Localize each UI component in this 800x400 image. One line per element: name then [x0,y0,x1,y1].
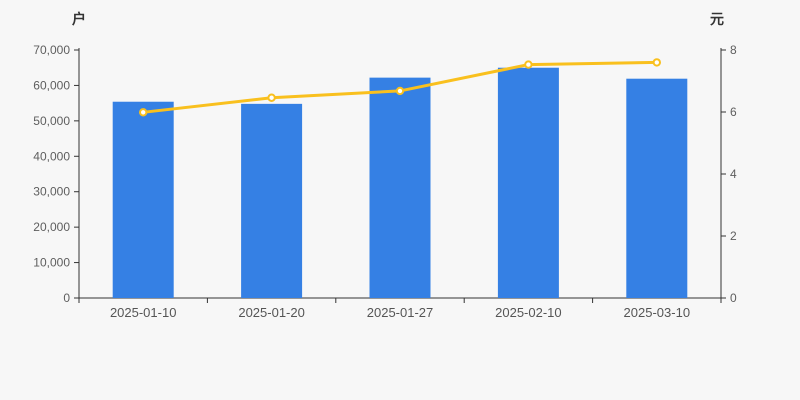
right-axis-tick-label: 6 [730,105,737,119]
bar-2025-01-27[interactable] [369,77,431,299]
right-axis-tick-label: 0 [730,291,737,305]
x-axis-category-label: 2025-03-10 [624,305,691,320]
line-point-2025-01-10[interactable] [139,108,148,117]
right-axis-tick-label: 2 [730,229,737,243]
left-axis-tick-label: 70,000 [33,43,70,57]
left-axis-tick-label: 0 [63,291,70,305]
bar-2025-01-10[interactable] [112,101,174,299]
bar-2025-02-10[interactable] [497,67,559,298]
x-axis-category-label: 2025-01-10 [110,305,177,320]
x-axis-category-label: 2025-01-20 [238,305,305,320]
bar-2025-03-10[interactable] [626,78,688,298]
line-point-2025-03-10[interactable] [652,58,661,67]
right-axis-title: 元 [710,11,724,27]
left-axis-title: 户 [72,11,86,27]
line-point-2025-01-20[interactable] [267,93,276,102]
left-axis-tick-label: 30,000 [33,185,70,199]
x-axis-category-label: 2025-01-27 [367,305,434,320]
x-axis-category-label: 2025-02-10 [495,305,562,320]
left-axis-tick-label: 10,000 [33,256,70,270]
bar-2025-01-20[interactable] [241,103,303,298]
right-axis-tick-label: 8 [730,43,737,57]
left-axis-tick-label: 20,000 [33,220,70,234]
left-axis-tick-label: 50,000 [33,114,70,128]
line-point-2025-02-10[interactable] [524,60,533,69]
line-point-2025-01-27[interactable] [395,86,405,96]
right-axis-tick-label: 4 [730,167,737,181]
left-axis-tick-label: 40,000 [33,149,70,163]
left-axis-tick-label: 60,000 [33,78,70,92]
